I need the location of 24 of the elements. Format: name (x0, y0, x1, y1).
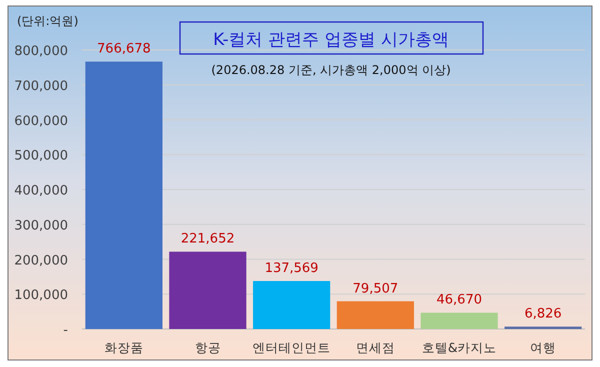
data-label: 766,678 (97, 42, 151, 57)
chart-title: K-컬처 관련주 업종별 시가총액 (213, 30, 449, 50)
y-tick-label: 400,000 (14, 184, 68, 198)
y-tick-label: 700,000 (14, 78, 68, 94)
data-label: 46,670 (436, 292, 482, 308)
data-label: 221,652 (180, 232, 235, 247)
x-tick-label: 엔터테인먼트 (252, 340, 331, 355)
data-label: 137,569 (264, 261, 318, 276)
y-tick-label: - (63, 323, 68, 338)
x-tick-label: 면세점 (356, 340, 395, 355)
y-tick-label: 500,000 (14, 148, 68, 164)
y-tick-label: 100,000 (14, 288, 68, 304)
data-label: 6,826 (524, 306, 562, 322)
x-tick-label: 여행 (530, 340, 556, 355)
x-tick-label: 화장품 (104, 340, 144, 355)
y-tick-label: 200,000 (14, 253, 68, 268)
data-label: 79,507 (352, 281, 398, 296)
x-tick-label: 호텔&카지노 (422, 340, 497, 355)
text: (2026.08.28 기준, 시가총액 2,000억 이상) (211, 63, 451, 77)
y-axis-title: (단위:억원) (17, 14, 78, 28)
y-tick-label: 600,000 (14, 114, 68, 129)
y-tick-label: 800,000 (14, 44, 68, 59)
x-tick-label: 항공 (194, 340, 221, 355)
y-tick-label: 300,000 (14, 218, 68, 234)
